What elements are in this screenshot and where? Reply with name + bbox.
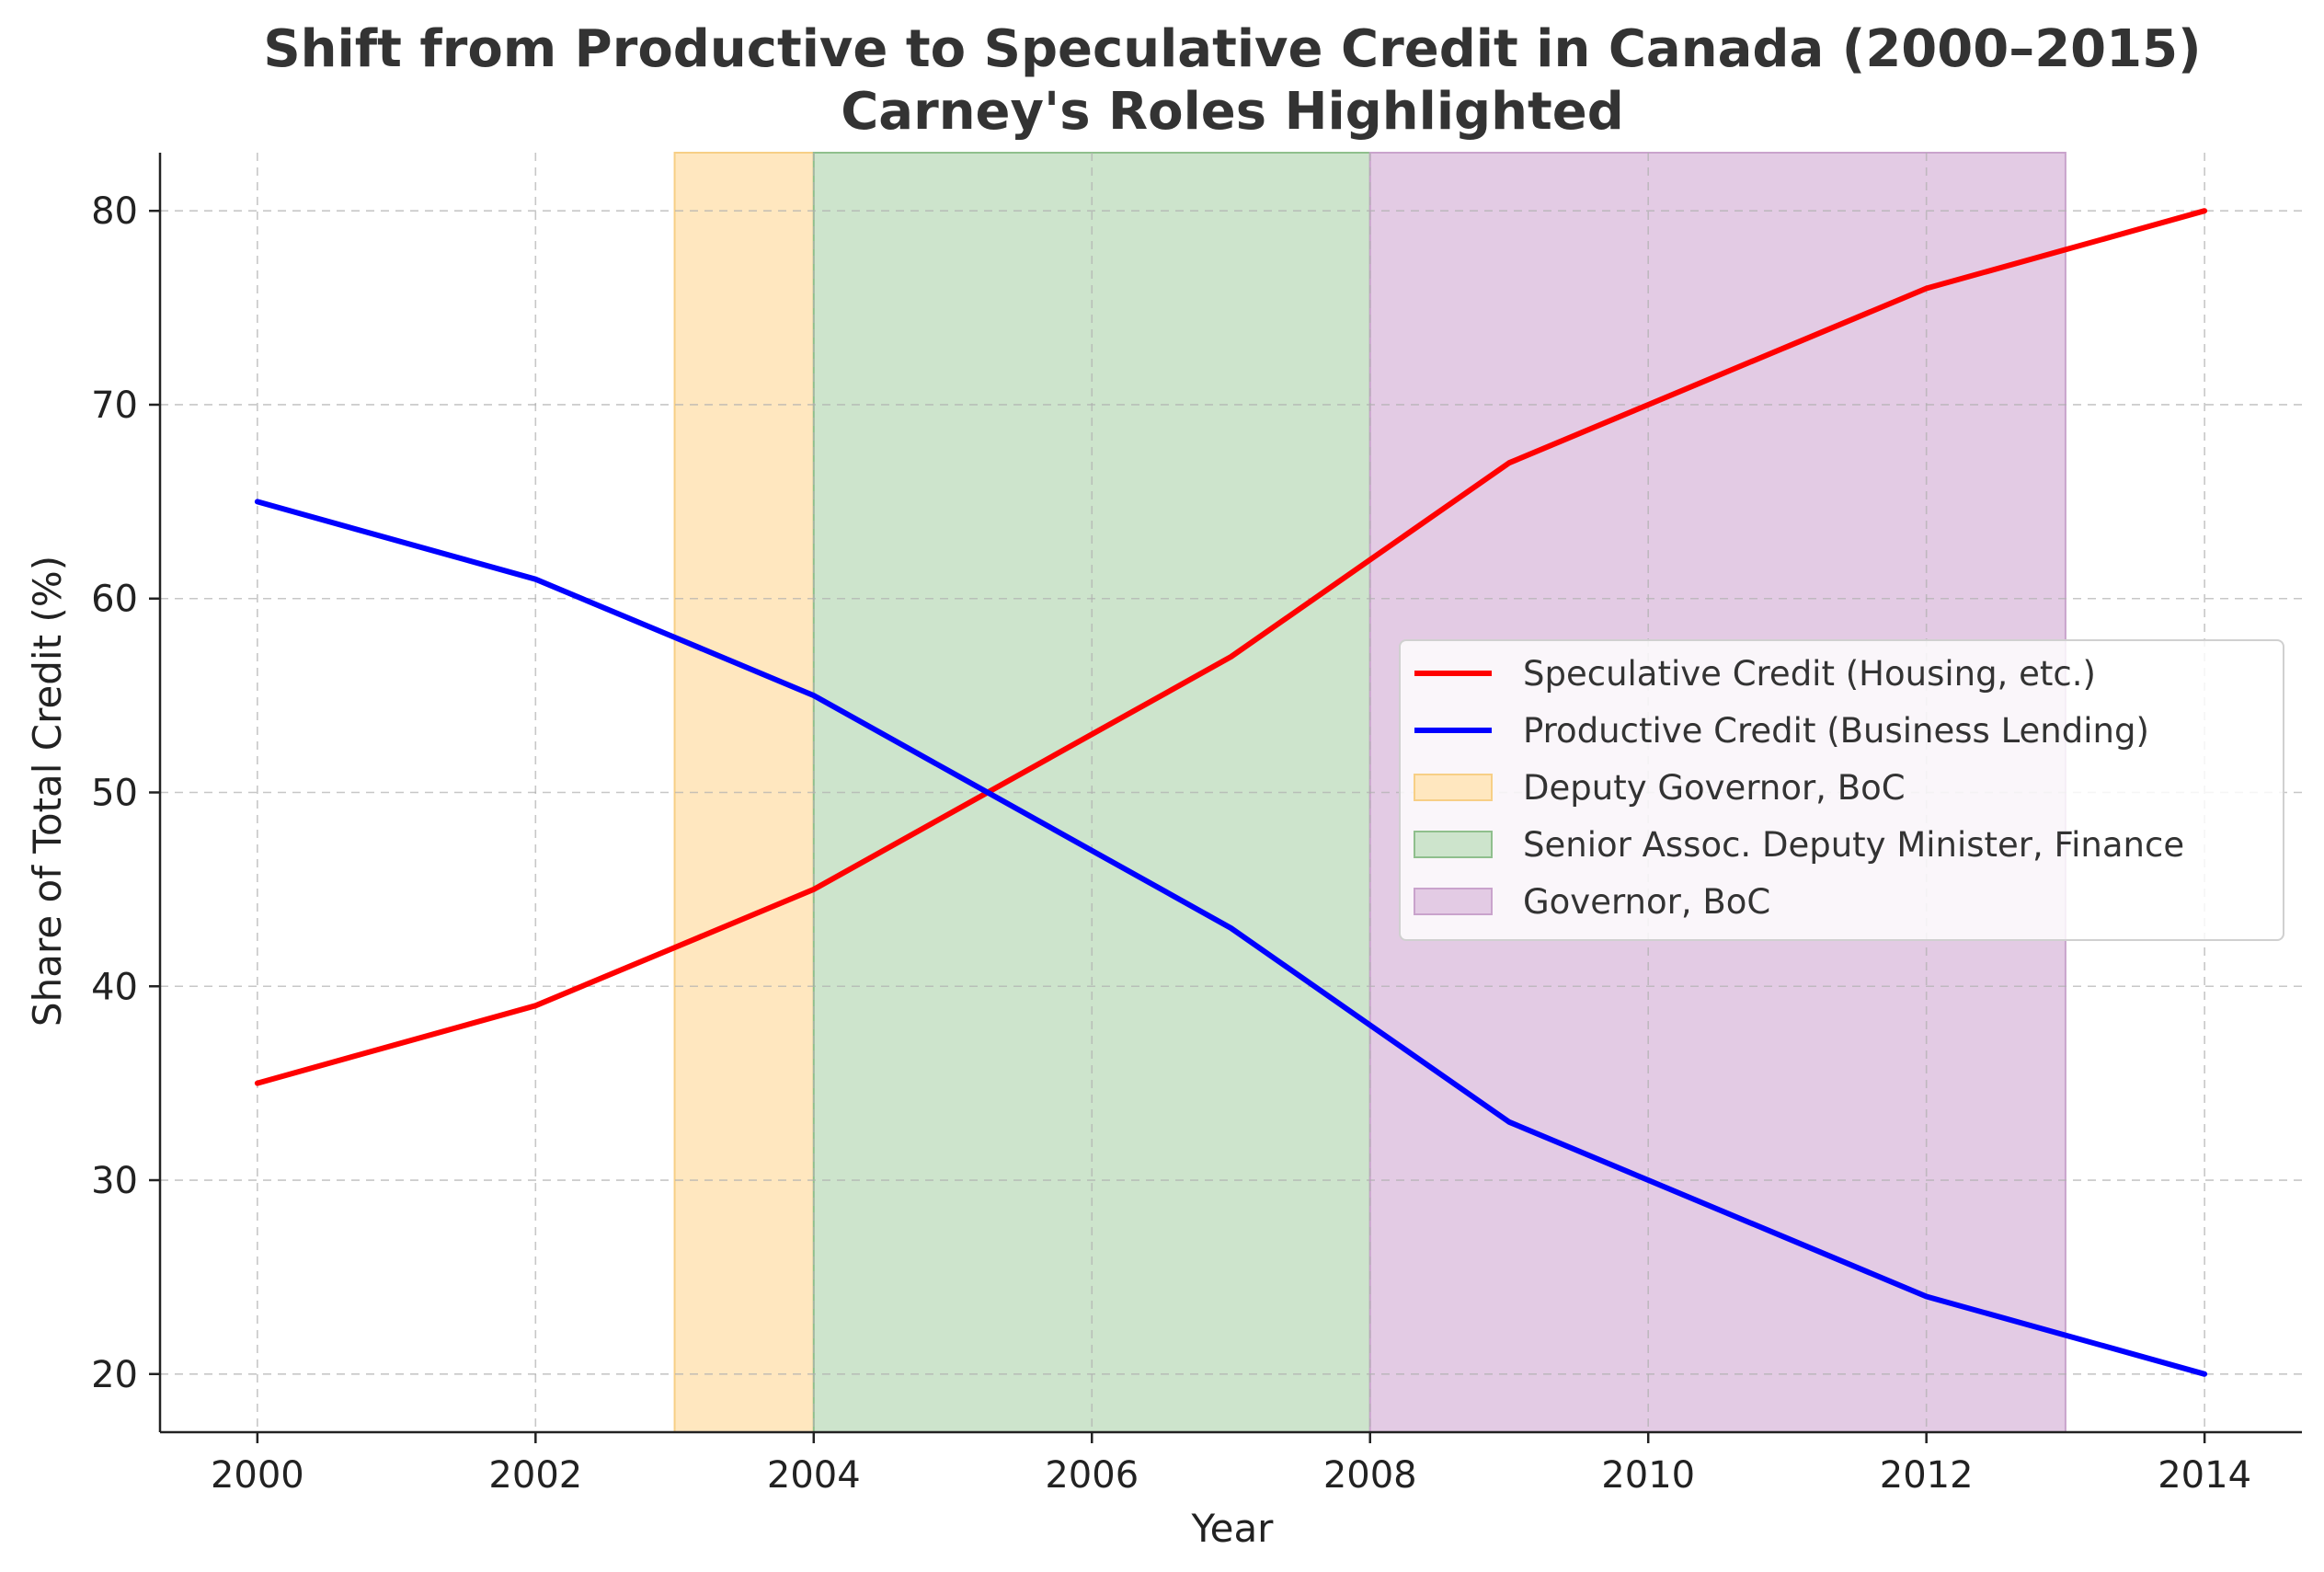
x-axis-label: Year [1191, 1506, 1275, 1551]
y-tick-label-5: 70 [91, 384, 138, 427]
legend-label-4: Governor, BoC [1523, 882, 1770, 922]
y-tick-label-6: 80 [91, 190, 138, 233]
legend: Speculative Credit (Housing, etc.) Produc… [1399, 639, 2284, 941]
legend-swatch-4 [1414, 888, 1493, 915]
y-tick-label-0: 20 [91, 1354, 138, 1396]
x-tick-label-0: 2000 [211, 1454, 304, 1497]
axes [149, 153, 2302, 1443]
series-line-0 [254, 208, 2208, 1086]
tick-labels: 2000 2002 2004 2006 2008 2010 2012 2014 20 30 40 50… [91, 190, 2251, 1497]
x-tick-label-6: 2012 [1880, 1454, 1974, 1497]
chart-title: Shift from Productive to Speculative Cre… [263, 19, 2201, 79]
y-tick-label-3: 50 [91, 773, 138, 815]
legend-label-1: Productive Credit (Business Lending) [1523, 711, 2149, 751]
legend-label-2: Deputy Governor, BoC [1523, 768, 1906, 808]
legend-swatch-2 [1414, 774, 1493, 801]
y-tick-label-2: 40 [91, 966, 138, 1008]
x-tick-label-5: 2010 [1601, 1454, 1695, 1497]
y-tick-label-4: 60 [91, 579, 138, 621]
x-tick-label-7: 2014 [2158, 1454, 2251, 1497]
x-tick-label-2: 2004 [767, 1454, 861, 1497]
series-lines [254, 208, 2208, 1377]
y-tick-label-1: 30 [91, 1160, 138, 1202]
chart-subtitle: Carney's Roles Highlighted [841, 82, 1624, 142]
legend-label-3: Senior Assoc. Deputy Minister, Finance [1523, 825, 2184, 865]
y-axis-label: Share of Total Credit (%) [25, 556, 70, 1027]
legend-box [1399, 639, 2284, 941]
x-tick-label-4: 2008 [1323, 1454, 1417, 1497]
series-line-1 [254, 499, 2208, 1377]
x-tick-label-1: 2002 [488, 1454, 582, 1497]
x-tick-label-3: 2006 [1045, 1454, 1139, 1497]
legend-label-0: Speculative Credit (Housing, etc.) [1523, 654, 2096, 694]
legend-swatch-3 [1414, 831, 1493, 858]
